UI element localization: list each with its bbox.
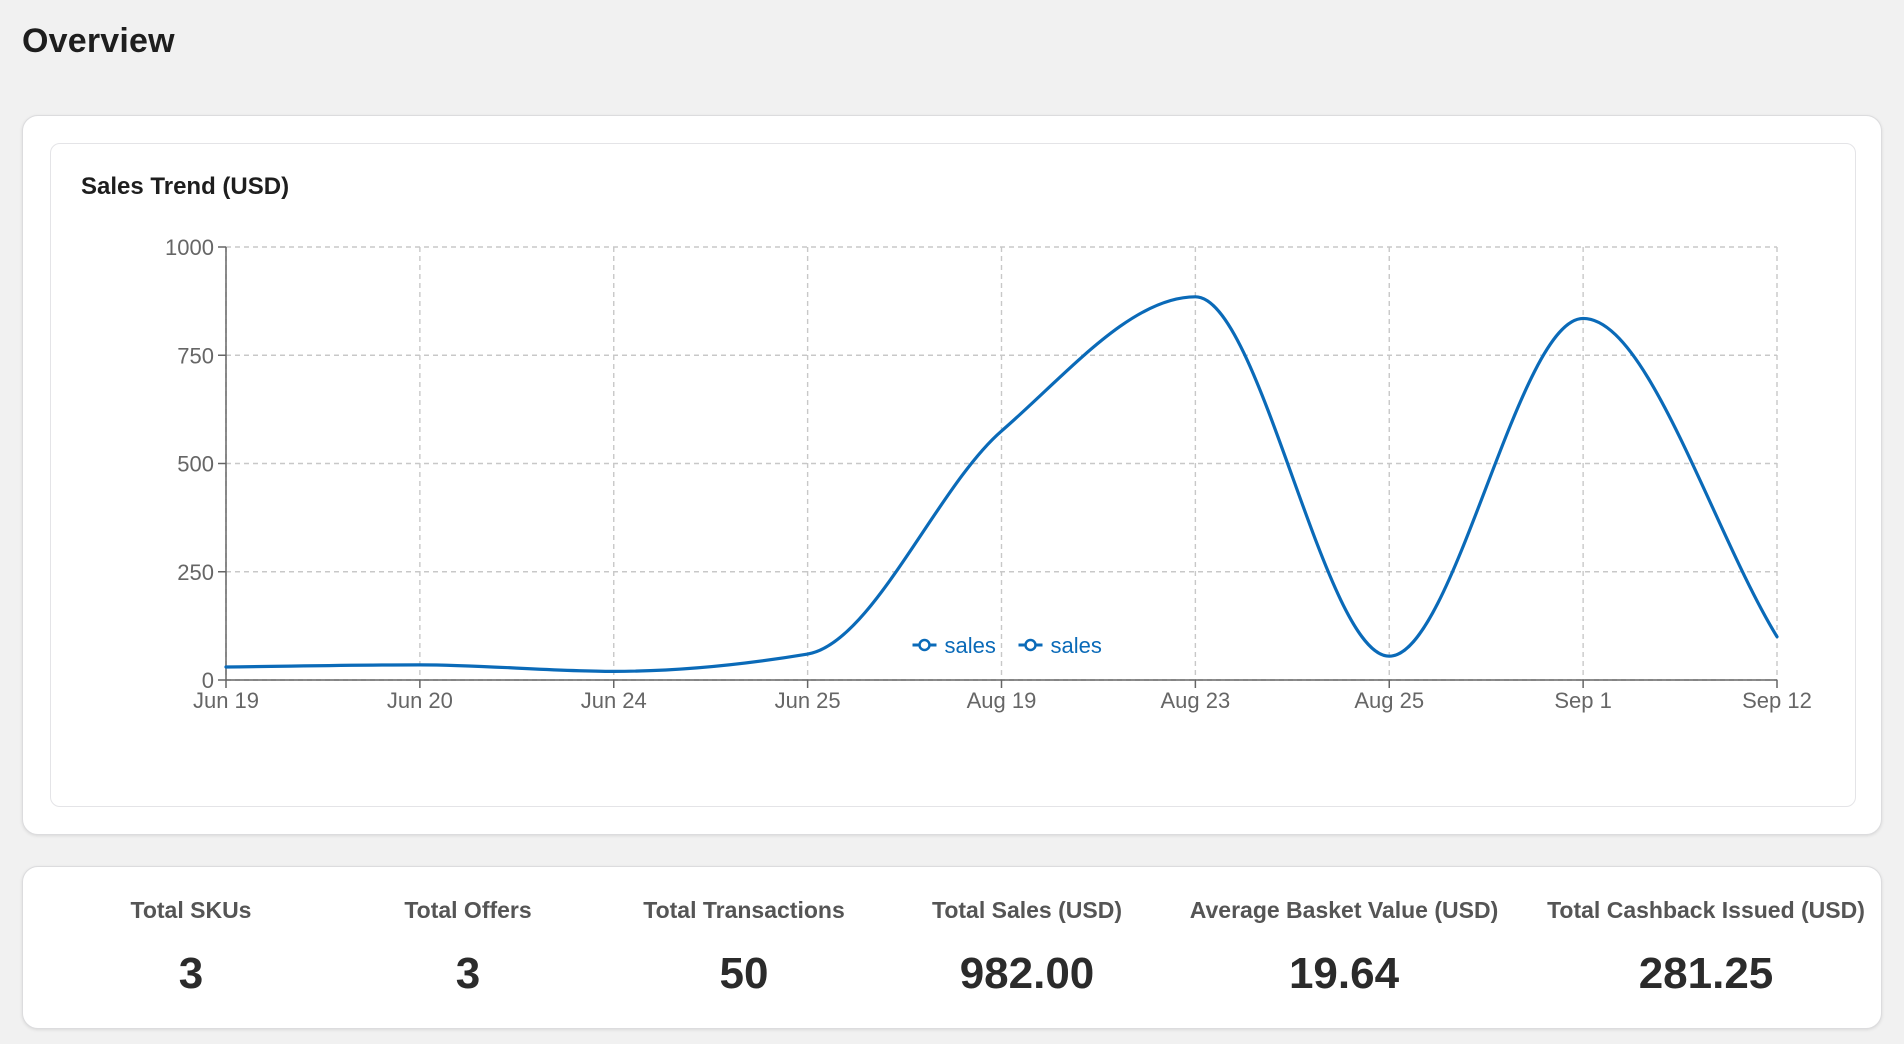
series-line-sales: [224, 295, 1779, 673]
stat-total-transactions: Total Transactions 50: [614, 867, 874, 1030]
stat-label: Average Basket Value (USD): [1189, 897, 1499, 923]
x-tick-label: Jun 24: [581, 688, 647, 713]
stat-total-cashback-issued: Total Cashback Issued (USD) 281.25: [1533, 867, 1879, 1030]
stat-label: Total SKUs: [130, 897, 252, 923]
chart-series: [224, 295, 1779, 673]
stat-total-sales: Total Sales (USD) 982.00: [892, 867, 1162, 1030]
legend-item-sales: sales: [912, 633, 996, 658]
stat-value: 3: [178, 949, 204, 998]
sales-trend-chart: 0 250 500 750 1000 Jun 19 Jun 20 Jun 24 Jun 25 Au…: [165, 235, 1812, 713]
y-tick-label: 0: [202, 668, 214, 693]
y-tick-label: 750: [177, 343, 214, 368]
stat-average-basket-value: Average Basket Value (USD) 19.64: [1159, 867, 1529, 1030]
y-tick-label: 500: [177, 452, 214, 477]
x-tick-label: Aug 25: [1354, 688, 1424, 713]
chart-title: Sales Trend (USD): [81, 173, 290, 200]
stats-card: Total SKUs 3 Total Offers 3 Total Transa…: [22, 866, 1882, 1029]
legend-label: sales: [945, 633, 996, 658]
sales-trend-card: Sales Trend (USD) 0 250 500 750 1000 Jun 19 Ju…: [22, 115, 1882, 835]
sales-trend-chart-panel: Sales Trend (USD) 0 250 500 750 1000 Jun 19 Ju…: [50, 143, 1856, 807]
chart-grid: [225, 246, 1778, 681]
legend-label: sales: [1051, 633, 1102, 658]
stat-value: 281.25: [1638, 949, 1774, 998]
stat-label: Total Cashback Issued (USD): [1547, 897, 1865, 923]
x-tick-label: Sep 1: [1554, 688, 1612, 713]
stat-value: 50: [719, 949, 769, 998]
stat-value: 3: [455, 949, 481, 998]
y-tick-label: 1000: [165, 235, 214, 260]
page-title: Overview: [22, 22, 175, 60]
legend-marker-icon: [1024, 638, 1037, 652]
x-tick-label: Jun 20: [387, 688, 453, 713]
stat-label: Total Transactions: [643, 897, 845, 923]
stat-value: 19.64: [1288, 949, 1400, 998]
legend-marker-icon: [918, 638, 931, 652]
x-tick-label: Jun 19: [193, 688, 259, 713]
stat-value: 982.00: [959, 949, 1095, 998]
x-tick-label: Aug 23: [1161, 688, 1231, 713]
y-tick-label: 250: [177, 560, 214, 585]
stat-total-skus: Total SKUs 3: [81, 867, 301, 1030]
chart-legend: sales sales: [912, 633, 1102, 658]
x-tick-label: Jun 25: [775, 688, 841, 713]
x-tick-label: Sep 12: [1742, 688, 1812, 713]
stat-label: Total Sales (USD): [932, 897, 1122, 923]
legend-item-sales: sales: [1018, 633, 1102, 658]
chart-axes: 0 250 500 750 1000 Jun 19 Jun 20 Jun 24 Jun 25 Au…: [165, 235, 1812, 713]
stat-label: Total Offers: [404, 897, 532, 923]
x-tick-label: Aug 19: [967, 688, 1037, 713]
stat-total-offers: Total Offers 3: [358, 867, 578, 1030]
